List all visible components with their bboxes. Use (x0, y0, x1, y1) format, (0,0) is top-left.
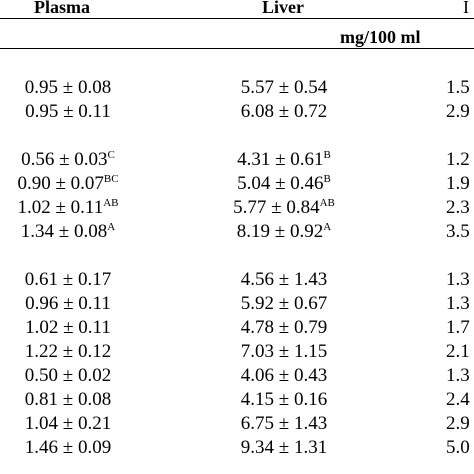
plasma-cell: 0.96 ± 0.11 (25, 293, 111, 315)
plasma-cell: 0.50 ± 0.02 (25, 365, 111, 387)
liver-cell-value: 6.75 ± 1.43 (240, 413, 328, 434)
liver-cell-value: 4.31 ± 0.61 (237, 149, 324, 170)
liver-cell-value: 4.56 ± 1.43 (240, 269, 328, 290)
liver-cell-value: 4.78 ± 0.79 (240, 317, 328, 338)
plasma-cell: 0.95 ± 0.11 (25, 101, 111, 123)
header-rule-top (0, 18, 474, 19)
plasma-cell: 0.81 ± 0.08 (25, 389, 111, 411)
third-column-cell: 1.3 (446, 293, 470, 315)
plasma-cell-value: 0.81 ± 0.08 (24, 389, 112, 410)
liver-cell: 4.56 ± 1.43 (241, 269, 327, 291)
liver-cell: 4.15 ± 0.16 (241, 389, 327, 411)
liver-cell: 5.77 ± 0.84AB (233, 197, 335, 219)
third-column-cell: 1.5 (446, 77, 470, 99)
plasma-cell-significance-letter: A (107, 221, 116, 233)
liver-cell-value: 4.06 ± 0.43 (240, 365, 328, 386)
third-column-cell-value: 2.9 (446, 101, 470, 122)
liver-cell: 5.57 ± 0.54 (241, 77, 327, 99)
plasma-cell-value: 1.46 ± 0.09 (24, 437, 112, 458)
third-column-cell: 1.9 (446, 173, 470, 195)
header-plasma: Plasma (34, 0, 90, 17)
header-liver: Liver (262, 0, 304, 17)
third-column-cell: 5.0 (446, 437, 470, 459)
liver-cell-significance-letter: B (323, 149, 331, 161)
third-column-cell-value: 1.5 (446, 77, 470, 98)
plasma-cell-value: 0.90 ± 0.07 (17, 173, 104, 194)
third-column-cell: 1.2 (446, 149, 470, 171)
liver-cell: 8.19 ± 0.92A (237, 221, 331, 243)
plasma-cell-value: 1.34 ± 0.08 (20, 221, 108, 242)
plasma-cell: 1.02 ± 0.11AB (17, 197, 118, 219)
third-column-cell-value: 1.3 (446, 365, 470, 386)
liver-cell-value: 5.57 ± 0.54 (240, 77, 328, 98)
liver-cell-value: 6.08 ± 0.72 (240, 101, 328, 122)
liver-cell: 6.75 ± 1.43 (241, 413, 327, 435)
plasma-cell-value: 0.56 ± 0.03 (21, 149, 108, 170)
liver-cell: 4.78 ± 0.79 (241, 317, 327, 339)
plasma-cell-value: 0.61 ± 0.17 (24, 269, 112, 290)
liver-cell-significance-letter: AB (319, 197, 335, 209)
third-column-cell: 2.9 (446, 101, 470, 123)
plasma-cell-value: 1.22 ± 0.12 (24, 341, 112, 362)
plasma-cell: 0.61 ± 0.17 (25, 269, 111, 291)
plasma-cell-significance-letter: BC (103, 173, 119, 185)
third-column-cell: 3.5 (446, 221, 470, 243)
liver-cell-value: 8.19 ± 0.92 (236, 221, 324, 242)
liver-cell-value: 5.92 ± 0.67 (240, 293, 328, 314)
plasma-cell: 1.34 ± 0.08A (21, 221, 115, 243)
liver-cell: 9.34 ± 1.31 (241, 437, 327, 459)
plasma-cell-value: 0.95 ± 0.08 (24, 77, 112, 98)
plasma-cell: 1.46 ± 0.09 (25, 437, 111, 459)
plasma-cell-significance-letter: C (107, 149, 115, 161)
third-column-cell-value: 2.9 (446, 413, 470, 434)
plasma-cell: 0.56 ± 0.03C (21, 149, 115, 171)
third-column-cell-value: 5.0 (446, 437, 470, 458)
third-column-cell: 2.1 (446, 341, 470, 363)
liver-cell-significance-letter: A (323, 221, 332, 233)
third-column-cell: 2.9 (446, 413, 470, 435)
third-column-cell-value: 1.3 (446, 269, 470, 290)
liver-cell-value: 9.34 ± 1.31 (240, 437, 328, 458)
third-column-cell-value: 1.3 (446, 293, 470, 314)
liver-cell-value: 7.03 ± 1.15 (240, 341, 328, 362)
plasma-cell-value: 1.04 ± 0.21 (24, 413, 112, 434)
third-column-cell: 1.3 (446, 365, 470, 387)
third-column-cell-value: 1.2 (446, 149, 470, 170)
third-column-cell-value: 2.4 (446, 389, 470, 410)
liver-cell: 7.03 ± 1.15 (241, 341, 327, 363)
third-column-cell: 1.7 (446, 317, 470, 339)
liver-cell: 5.04 ± 0.46B (237, 173, 331, 195)
header-rule-bottom (0, 48, 474, 49)
plasma-cell: 0.95 ± 0.08 (25, 77, 111, 99)
third-column-cell-value: 1.7 (446, 317, 470, 338)
plasma-cell-significance-letter: AB (103, 197, 119, 209)
header-unit: mg/100 ml (340, 27, 421, 47)
third-column-cell: 2.4 (446, 389, 470, 411)
liver-cell-value: 5.04 ± 0.46 (237, 173, 324, 194)
plasma-cell: 1.22 ± 0.12 (25, 341, 111, 363)
plasma-cell-value: 0.50 ± 0.02 (24, 365, 112, 386)
plasma-cell: 1.02 ± 0.11 (25, 317, 111, 339)
liver-cell: 6.08 ± 0.72 (241, 101, 327, 123)
third-column-cell: 1.3 (446, 269, 470, 291)
plasma-cell-value: 0.96 ± 0.11 (25, 293, 111, 314)
plasma-cell-value: 1.02 ± 0.11 (17, 197, 104, 218)
third-column-cell-value: 1.9 (446, 173, 470, 194)
third-column-cell-value: 2.3 (446, 197, 470, 218)
liver-cell-value: 4.15 ± 0.16 (240, 389, 328, 410)
liver-cell: 5.92 ± 0.67 (241, 293, 327, 315)
plasma-cell: 1.04 ± 0.21 (25, 413, 111, 435)
header-third-column-fragment: I (463, 0, 469, 17)
plasma-cell: 0.90 ± 0.07BC (17, 173, 118, 195)
liver-cell: 4.31 ± 0.61B (237, 149, 331, 171)
plasma-cell-value: 1.02 ± 0.11 (25, 317, 111, 338)
third-column-cell: 2.3 (446, 197, 470, 219)
third-column-cell-value: 2.1 (446, 341, 470, 362)
third-column-cell-value: 3.5 (446, 221, 470, 242)
liver-cell-significance-letter: B (323, 173, 331, 185)
liver-cell: 4.06 ± 0.43 (241, 365, 327, 387)
liver-cell-value: 5.77 ± 0.84 (233, 197, 320, 218)
plasma-cell-value: 0.95 ± 0.11 (25, 101, 111, 122)
